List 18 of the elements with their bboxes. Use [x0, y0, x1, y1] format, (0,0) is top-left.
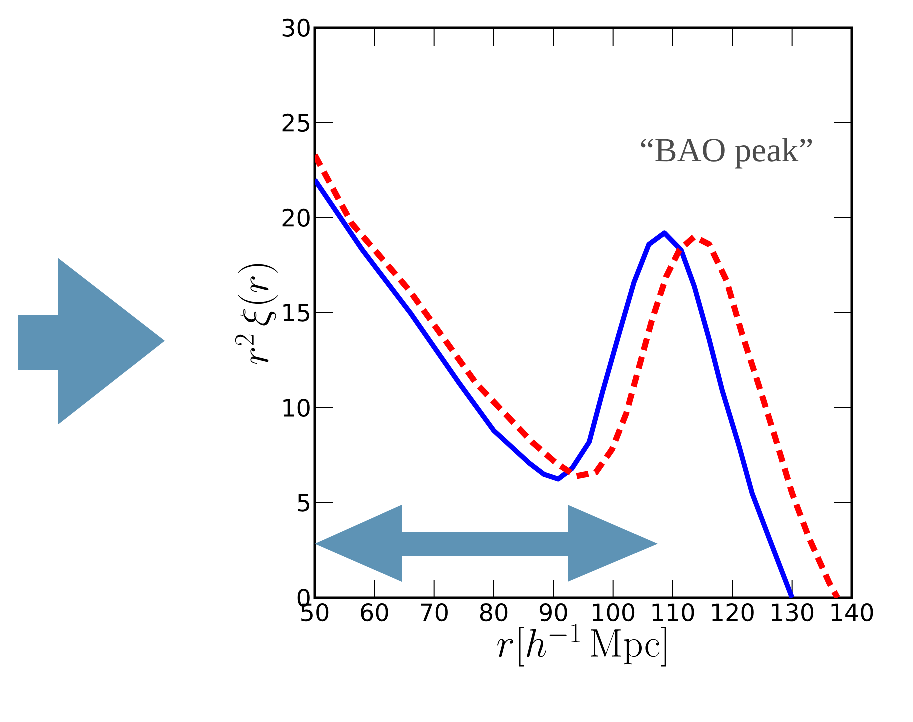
- y-axis-title: $r^2\,\xi(r)$: [235, 264, 278, 364]
- x-tick-label: 70: [421, 604, 448, 622]
- y-tick-label: 20: [282, 208, 310, 228]
- y-tick-label: 10: [284, 398, 310, 418]
- x-tick-label: 130: [772, 604, 814, 622]
- x-axis-title: $r[h^{-1}\,\mathrm{Mpc}]$: [498, 624, 666, 667]
- x-tick-label: 110: [652, 604, 694, 622]
- y-tick-label: 30: [282, 18, 310, 38]
- y-tick-label: 5: [298, 494, 310, 512]
- x-tick-label: 60: [361, 604, 388, 622]
- y-tick-label: 15: [284, 304, 310, 322]
- y-tick-label: 25: [282, 114, 310, 132]
- x-tick-label: 90: [540, 604, 568, 622]
- annotation: “BAO peak”: [641, 138, 812, 169]
- x-tick-label: 80: [480, 604, 508, 622]
- x-tick-label: 100: [593, 604, 635, 622]
- x-tick-label: 120: [712, 604, 754, 622]
- x-tick-label: 140: [832, 604, 874, 622]
